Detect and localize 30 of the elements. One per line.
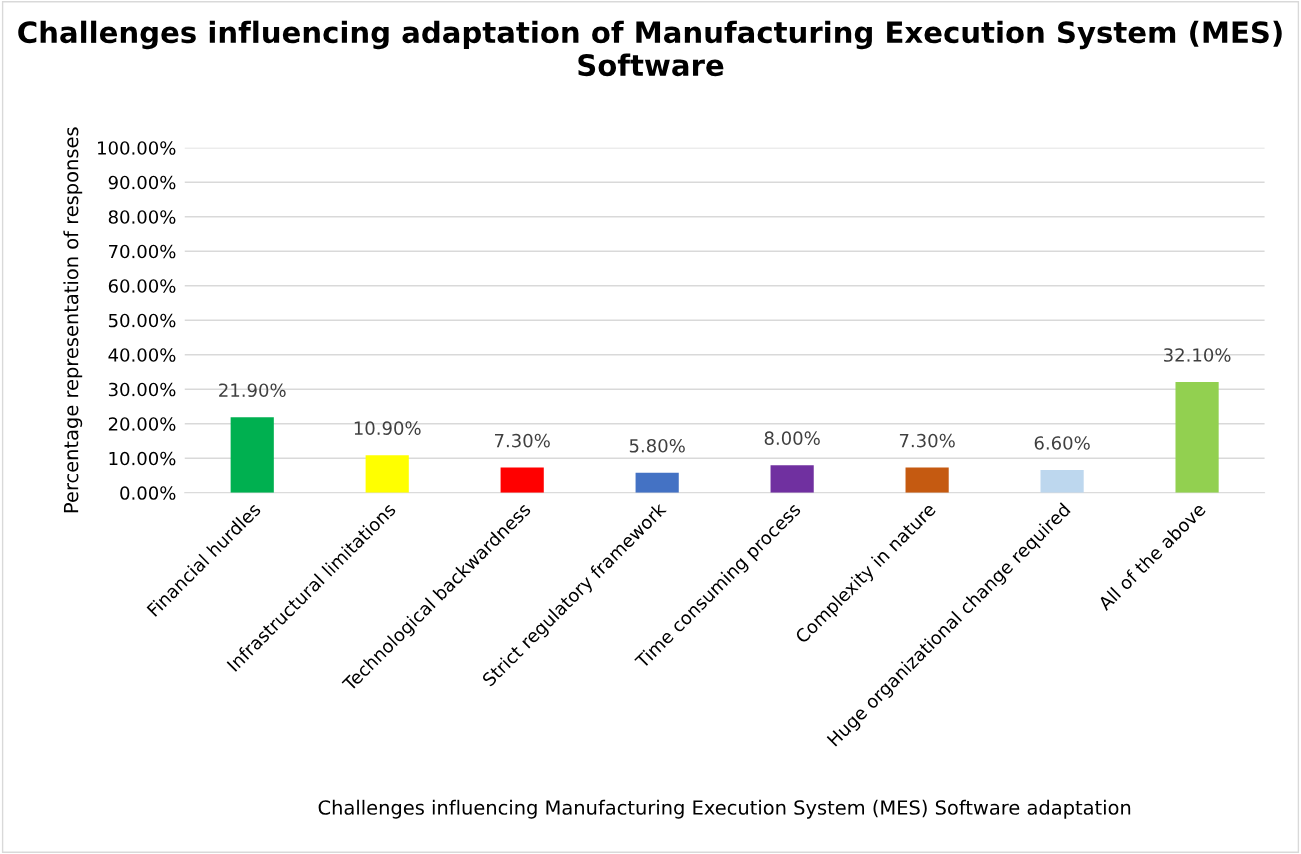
bar <box>770 465 814 493</box>
bar <box>635 472 679 493</box>
data-label: 8.00% <box>764 431 820 445</box>
y-tick-label: 60.00% <box>108 279 176 293</box>
y-tick-label: 30.00% <box>108 382 176 397</box>
y-axis-title: Percentage representation of responses <box>63 127 83 513</box>
bar <box>1175 382 1219 493</box>
bar <box>905 467 949 493</box>
bar <box>500 467 544 493</box>
x-axis-title: Challenges influencing Manufacturing Execution System (MES) Software adaptation <box>318 799 1131 819</box>
bar <box>1040 469 1084 493</box>
bar <box>365 455 409 493</box>
y-tick-label: 70.00% <box>109 244 176 259</box>
bar <box>230 417 274 493</box>
data-label: 7.30% <box>899 433 955 448</box>
y-tick-label: 80.00% <box>108 210 176 224</box>
data-label: 7.30% <box>494 433 550 448</box>
y-tick-label: 0.00% <box>120 486 176 500</box>
chart-title: Challenges influencing adaptation of Manufacturing Execution System (MES) Software <box>18 20 1282 77</box>
data-label: 5.80% <box>629 438 685 453</box>
y-tick-label: 10.00% <box>109 451 176 466</box>
y-tick-label: 20.00% <box>108 417 176 431</box>
data-label: 6.60% <box>1034 436 1090 450</box>
y-tick-label: 90.00% <box>108 175 176 190</box>
data-label: 10.90% <box>354 421 421 435</box>
data-label: 32.10% <box>1164 348 1231 362</box>
y-tick-label: 40.00% <box>108 348 176 362</box>
y-tick-label: 50.00% <box>108 313 176 328</box>
data-label: 21.90% <box>219 383 286 398</box>
y-tick-label: 100.00% <box>98 141 176 155</box>
